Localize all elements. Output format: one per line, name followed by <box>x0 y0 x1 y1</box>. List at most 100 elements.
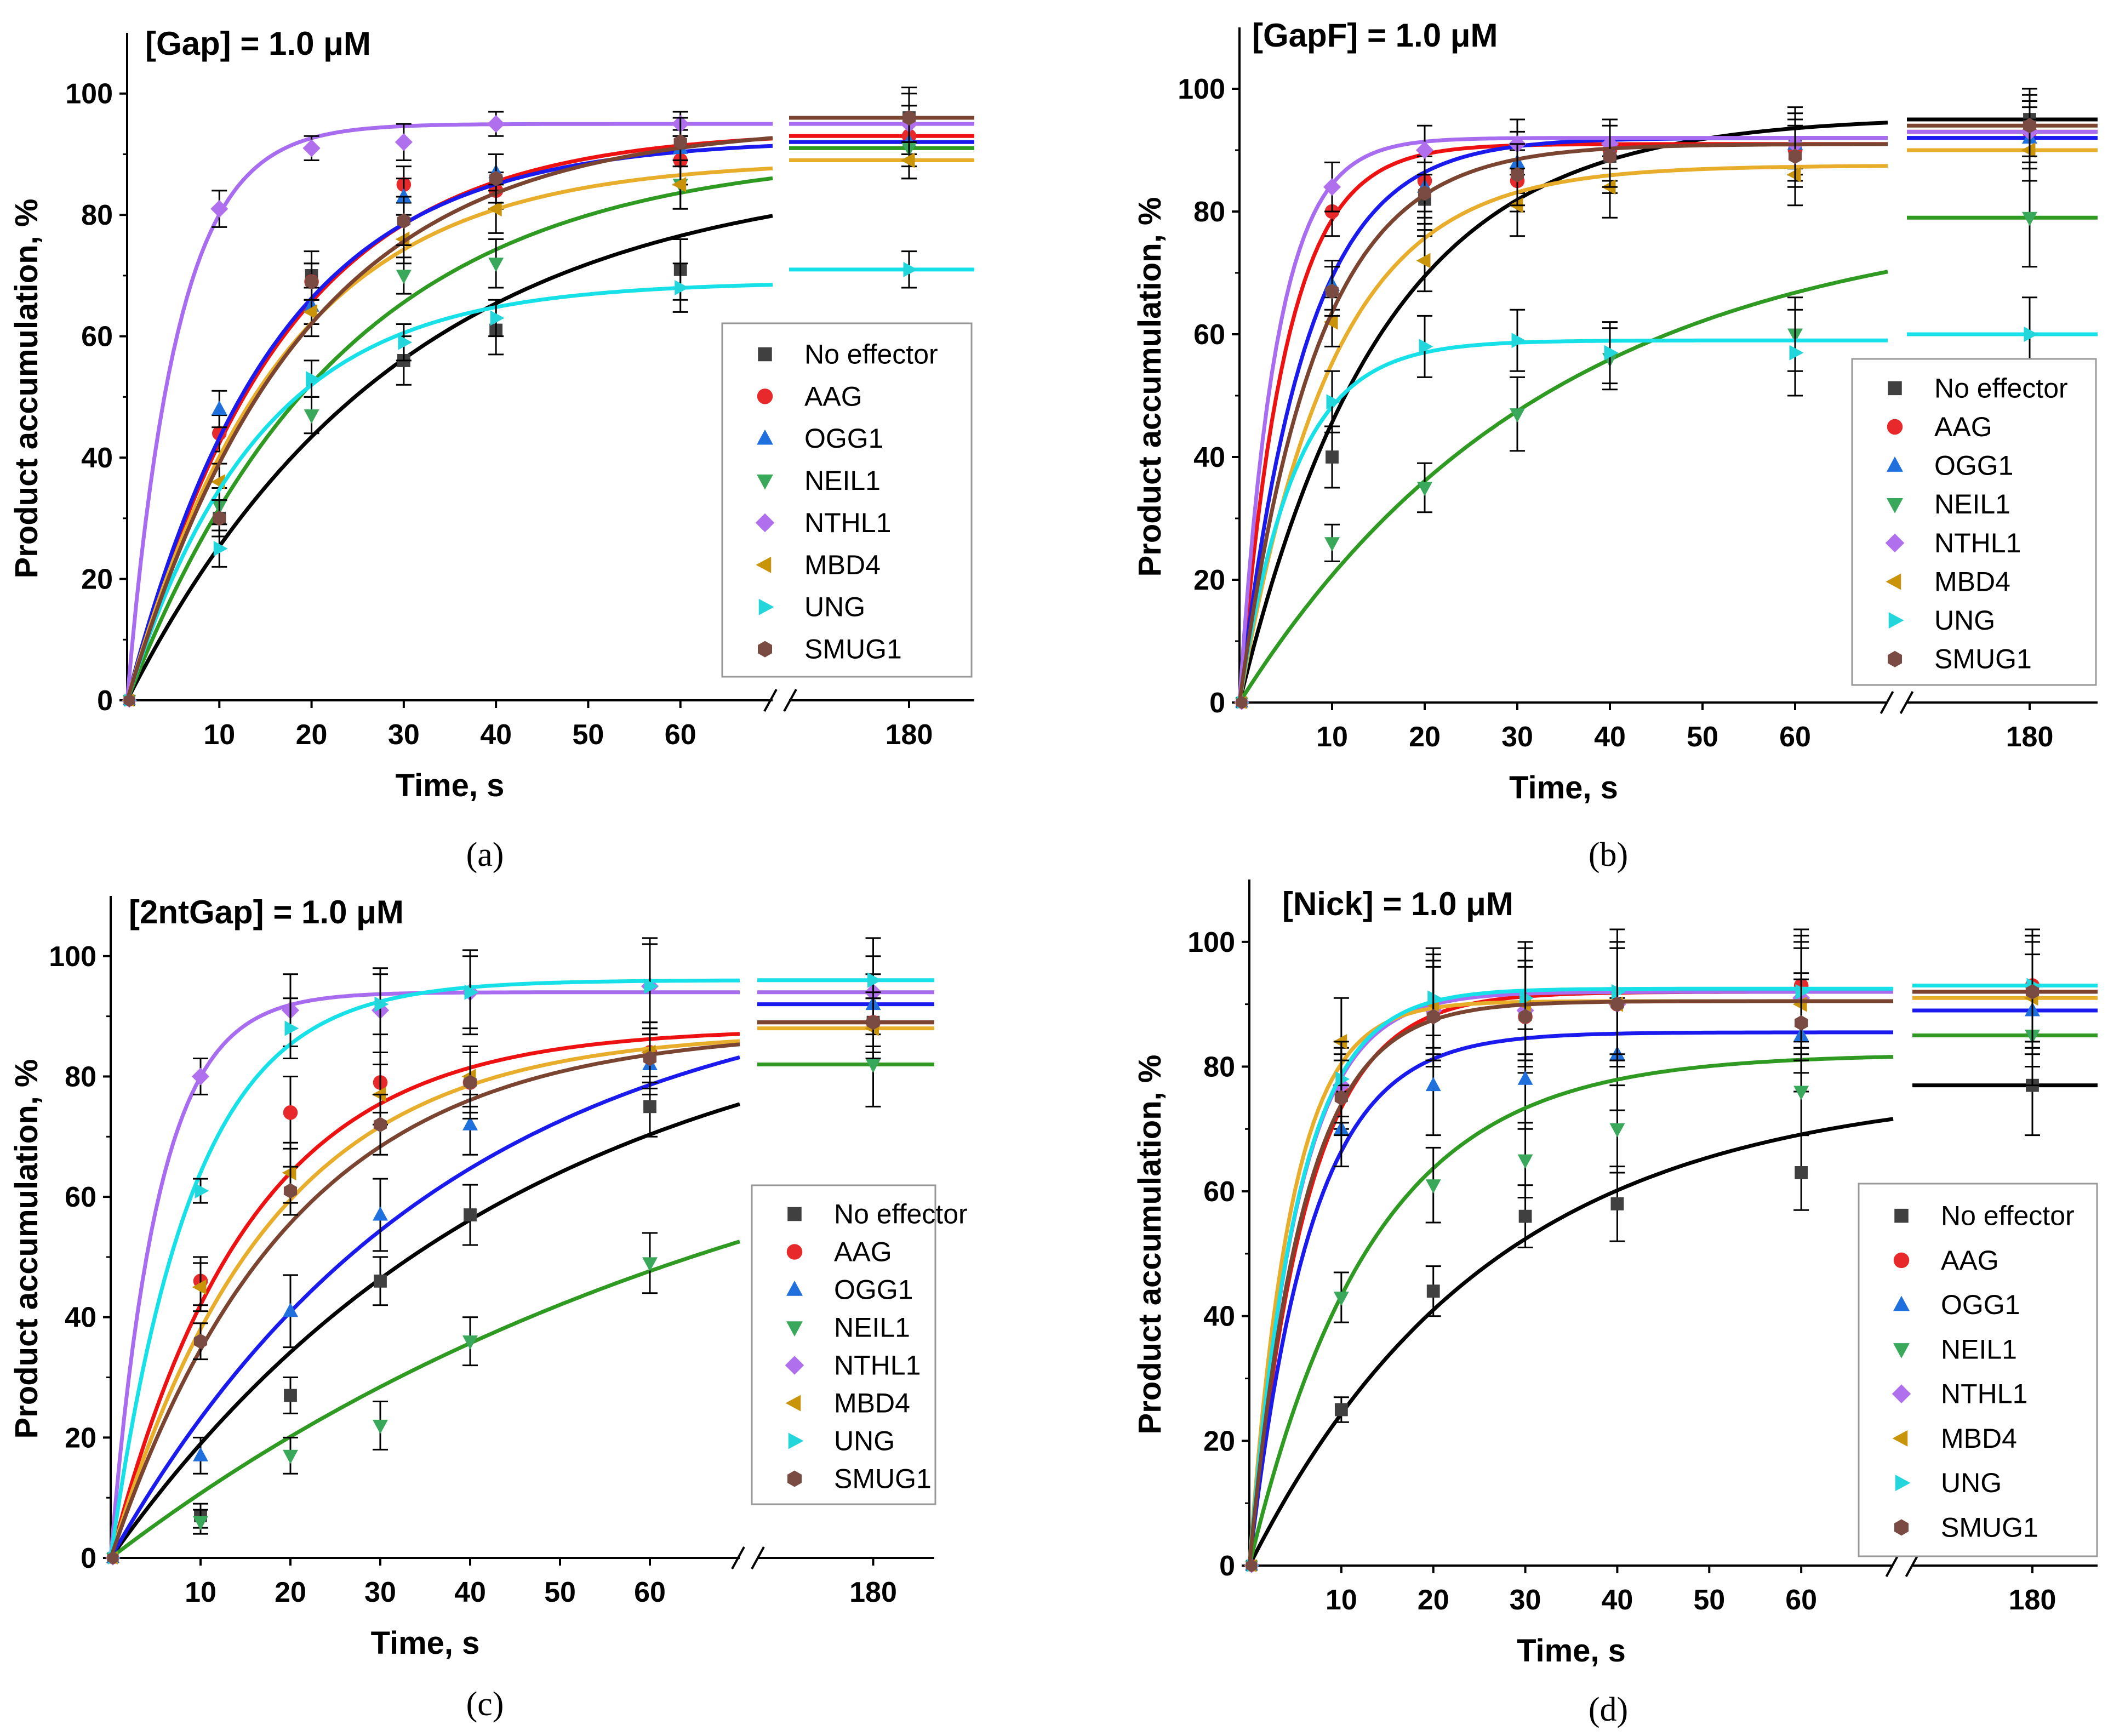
y-tick-label: 20 <box>65 1422 96 1454</box>
data-point <box>1789 345 1804 361</box>
data-point <box>284 1020 299 1036</box>
data-point <box>1603 149 1617 164</box>
legend: No effector AAG OGG1 NEIL1 NTHL1 MBD4 UNG SMUG1 <box>1851 358 2097 686</box>
legend-marker <box>758 347 772 362</box>
data-point <box>1795 1015 1808 1031</box>
y-tick-label: 20 <box>1193 564 1225 596</box>
data-point <box>374 996 389 1012</box>
x-tick-label: 40 <box>454 1577 486 1608</box>
data-point <box>212 401 227 415</box>
data-point <box>643 1050 657 1066</box>
fit-curve <box>108 978 740 1558</box>
legend: No effector AAG OGG1 NEIL1 NTHL1 MBD4 UNG SMUG1 <box>1858 1183 2098 1557</box>
x-tick-label: 10 <box>1316 721 1348 753</box>
panel-title: [2ntGap] = 1.0 μM <box>129 894 404 930</box>
data-point <box>306 371 320 387</box>
y-tick-label: 80 <box>65 1061 96 1093</box>
legend-marker <box>1894 1208 1909 1223</box>
legend-label: SMUG1 <box>1934 644 2032 675</box>
legend-label: MBD4 <box>1934 566 2010 597</box>
x-tick-label: 30 <box>364 1577 396 1608</box>
legend-marker <box>1886 573 1901 590</box>
x-tick-label: 40 <box>480 719 512 751</box>
data-point <box>1417 482 1432 496</box>
y-tick-label: 20 <box>1203 1425 1235 1457</box>
y-tick-label: 0 <box>1219 1550 1235 1582</box>
fit-curve <box>108 1042 740 1559</box>
fit-curve <box>1237 164 1888 703</box>
data-point <box>374 1274 387 1288</box>
y-tick-label: 100 <box>1178 73 1225 105</box>
series-smug1 <box>123 93 974 707</box>
y-tick-label: 0 <box>1209 687 1225 719</box>
data-point <box>1519 990 1534 1006</box>
fit-curve <box>125 136 773 701</box>
x-tick-label: 60 <box>634 1577 666 1608</box>
x-tick-label: 60 <box>1779 721 1811 753</box>
legend-label: OGG1 <box>834 1275 913 1305</box>
data-point <box>464 984 479 1000</box>
data-point <box>302 139 321 157</box>
legend-label: AAG <box>834 1237 892 1267</box>
fit-curve <box>1237 338 1888 703</box>
legend-label: OGG1 <box>1941 1289 2020 1320</box>
legend-label: MBD4 <box>1941 1423 2017 1454</box>
data-point <box>373 1419 388 1434</box>
data-point <box>1795 1166 1808 1179</box>
data-point <box>1609 1123 1625 1138</box>
data-point-180 <box>2024 327 2038 342</box>
legend-box <box>1858 1183 2098 1557</box>
x-tick-label: 60 <box>1785 1584 1817 1616</box>
y-tick-label: 80 <box>1203 1051 1235 1083</box>
y-tick-label: 60 <box>65 1181 96 1213</box>
x-tick-label-180: 180 <box>2006 721 2054 753</box>
data-point <box>195 1183 209 1199</box>
legend-marker <box>786 1244 803 1260</box>
data-point <box>396 188 412 203</box>
data-point <box>303 304 318 320</box>
x-tick-label: 10 <box>203 719 235 751</box>
axis-break-mark <box>1880 691 1894 714</box>
x-tick-label: 10 <box>1326 1584 1357 1616</box>
data-point-origin <box>123 694 135 707</box>
data-point <box>395 133 413 151</box>
panel-label: (d) <box>1589 1691 1628 1728</box>
data-point <box>487 115 505 133</box>
legend-label: SMUG1 <box>834 1464 932 1494</box>
data-point <box>1335 1071 1350 1087</box>
data-point <box>193 1447 208 1461</box>
panel-title: [GapF] = 1.0 μM <box>1252 17 1498 54</box>
legend-label: SMUG1 <box>1941 1512 2038 1543</box>
data-point <box>1324 537 1340 552</box>
data-point-180 <box>2022 212 2037 226</box>
x-axis-label: Time, s <box>371 1625 480 1661</box>
y-tick-label: 0 <box>97 685 113 717</box>
panel-label: (a) <box>466 836 504 873</box>
legend-marker <box>1895 1475 1911 1492</box>
data-point <box>283 1303 298 1317</box>
legend-marker <box>787 1207 802 1221</box>
legend-marker <box>785 1356 804 1375</box>
data-point <box>284 1389 297 1402</box>
data-point <box>1425 1179 1441 1194</box>
legend-marker <box>1887 498 1903 513</box>
data-point-180 <box>865 1058 881 1073</box>
legend-marker <box>758 598 774 615</box>
data-point <box>1323 178 1341 196</box>
x-tick-label: 10 <box>185 1577 216 1608</box>
legend-label: NTHL1 <box>804 507 891 538</box>
fit-curve <box>108 1055 740 1559</box>
legend-label: No effector <box>834 1199 968 1230</box>
data-point <box>395 231 410 247</box>
legend-marker <box>1885 533 1905 553</box>
y-tick-label: 0 <box>81 1543 96 1574</box>
x-tick-label-180: 180 <box>849 1577 897 1608</box>
data-point <box>644 978 659 994</box>
fit-curve <box>108 1039 740 1559</box>
fit-curve <box>1237 142 1888 703</box>
legend-box <box>751 1184 936 1505</box>
x-tick-label-180: 180 <box>2009 1584 2056 1616</box>
fit-curve <box>125 166 773 701</box>
legend-label: AAG <box>804 381 862 412</box>
